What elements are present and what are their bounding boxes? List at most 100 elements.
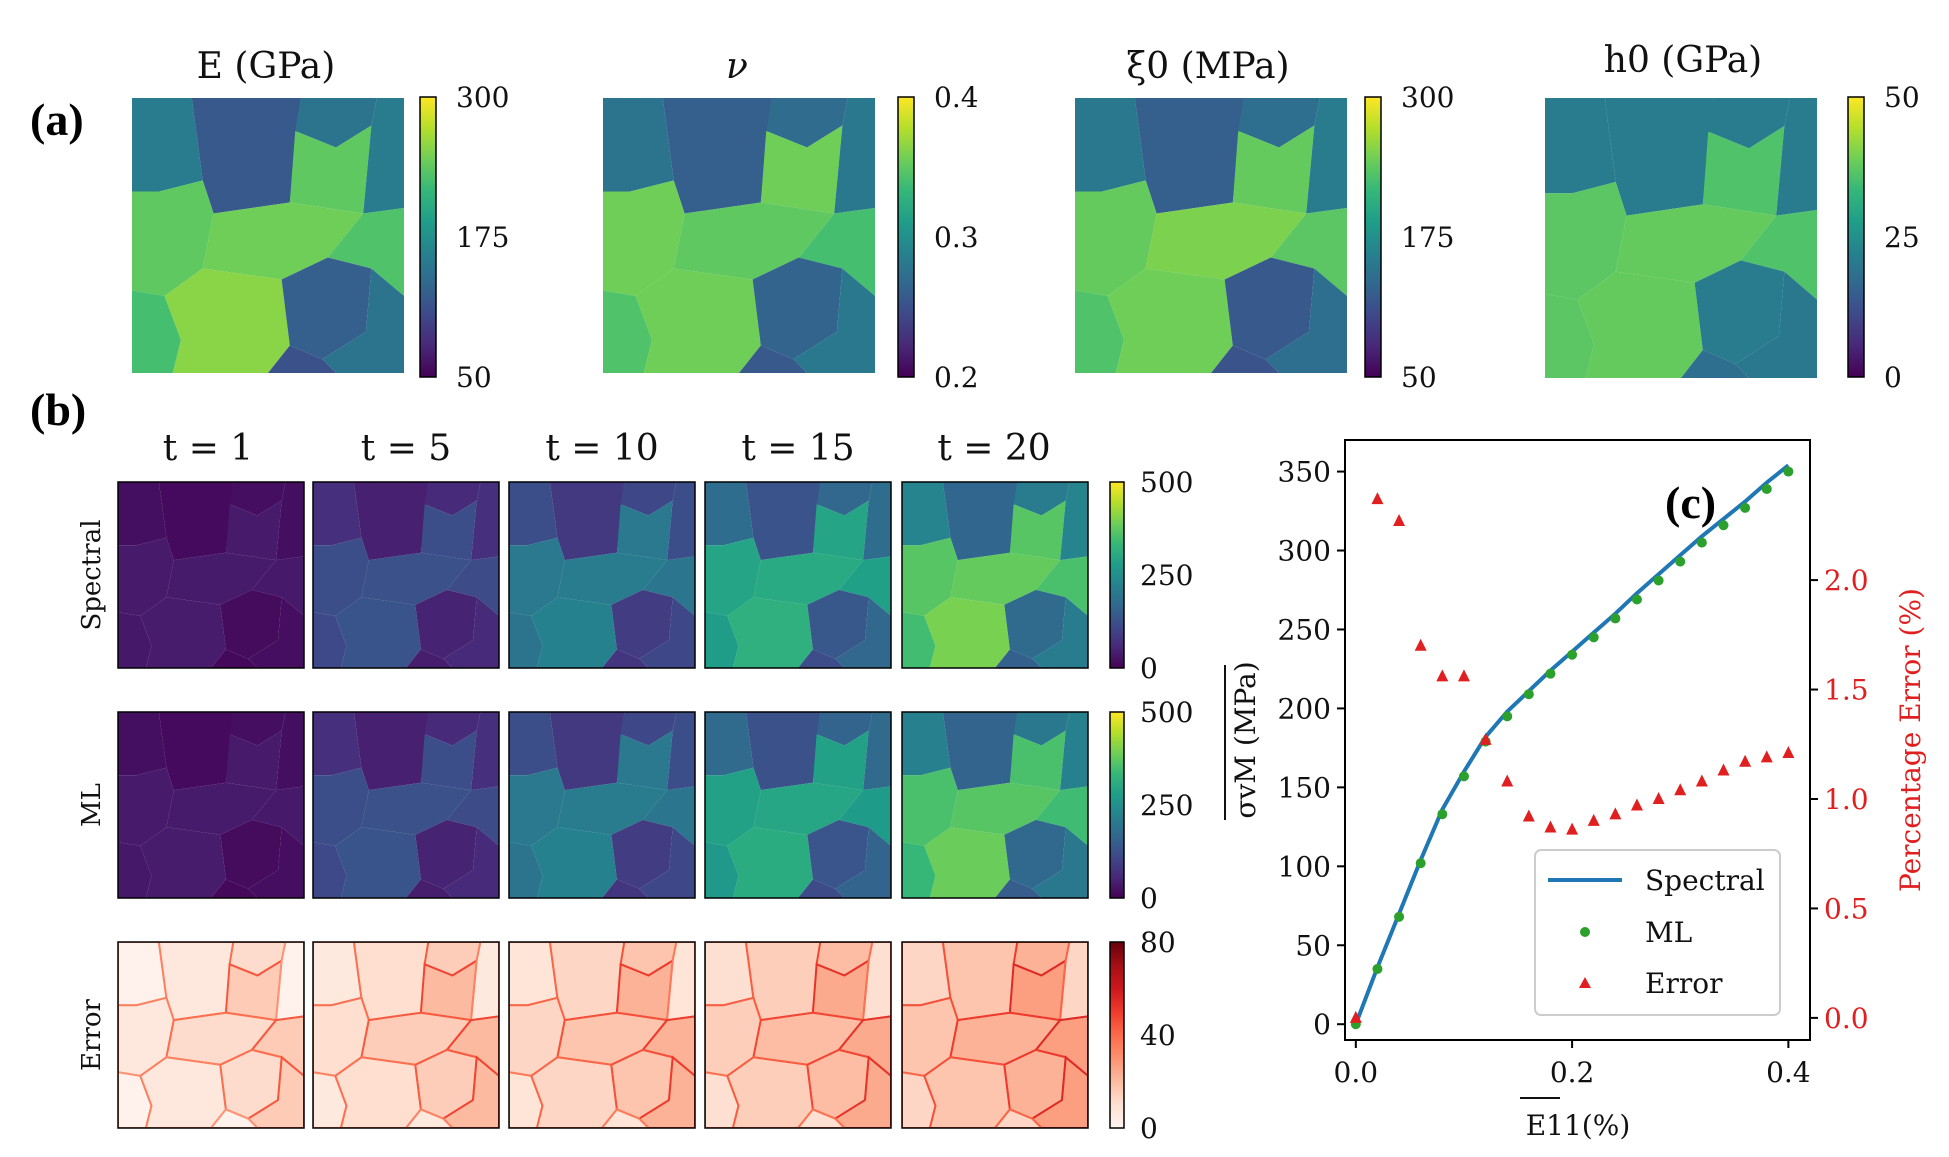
ml-point <box>1761 483 1772 494</box>
x-tick-label: 0.4 <box>1766 1056 1811 1089</box>
grain <box>798 879 845 898</box>
map-title-E: E (GPa) <box>197 46 336 87</box>
grain <box>424 482 481 516</box>
map-title-h0: h0 (GPa) <box>1604 40 1762 81</box>
grain <box>1075 98 1146 192</box>
grain <box>812 500 869 561</box>
grain <box>902 482 951 546</box>
error-point <box>1393 513 1406 526</box>
map-frame <box>508 941 696 1129</box>
grain <box>766 98 848 148</box>
panel-c-label: (c) <box>1665 477 1716 528</box>
grain <box>549 482 625 561</box>
time-label-5: t = 5 <box>361 428 451 469</box>
grain <box>902 767 958 846</box>
error-point <box>1760 750 1773 763</box>
grain <box>942 482 1018 561</box>
y-tick-label: 0 <box>1313 1008 1331 1041</box>
grain <box>335 597 421 668</box>
material-map-E: E (GPa) 300 175 50 <box>132 46 509 394</box>
grain <box>639 827 695 898</box>
grain <box>225 500 282 561</box>
grain <box>667 482 695 561</box>
y-tick-label: 200 <box>1278 692 1331 725</box>
grain <box>603 98 674 192</box>
grain <box>229 482 286 516</box>
grain <box>924 597 1010 668</box>
grain <box>1708 98 1790 149</box>
grain <box>662 98 772 214</box>
error-point <box>1501 774 1514 787</box>
grain <box>530 1056 618 1128</box>
grain <box>1004 819 1066 889</box>
grain <box>816 482 873 516</box>
map-frame <box>117 941 305 1129</box>
grain-map-xi0 <box>1075 98 1347 373</box>
grain <box>902 537 958 616</box>
grain <box>191 98 301 214</box>
grain <box>1615 204 1777 283</box>
colorbar-E-tick-min: 50 <box>456 361 492 394</box>
grain <box>1306 98 1347 214</box>
time-label-15: t = 15 <box>741 428 854 469</box>
grain <box>838 556 891 616</box>
colorbar-spectral <box>1109 481 1125 669</box>
map-title-nu: ν <box>726 46 748 87</box>
colorbar-ml-tick-max: 500 <box>1140 696 1193 729</box>
grain <box>132 180 214 296</box>
grain <box>1545 182 1627 300</box>
time-label-10: t = 10 <box>545 428 658 469</box>
error-point <box>1782 746 1795 759</box>
x-tick-label: 0.2 <box>1550 1056 1595 1089</box>
map-title-xi0: ξ0 (MPa) <box>1126 46 1289 87</box>
grain <box>334 1056 422 1128</box>
colorbar-spectral-tick-max: 500 <box>1140 466 1193 499</box>
grain <box>611 589 673 659</box>
map-frame <box>312 711 500 899</box>
grain <box>268 345 336 373</box>
grain <box>924 827 1010 898</box>
grain <box>620 712 677 746</box>
grain <box>902 612 936 668</box>
grain <box>289 125 372 214</box>
grain <box>1075 180 1157 296</box>
time-label-20: t = 20 <box>937 428 1050 469</box>
colorbar-nu <box>897 96 915 378</box>
grain <box>446 786 499 846</box>
grain <box>1004 589 1066 659</box>
grain <box>705 482 754 546</box>
grain <box>1060 482 1088 561</box>
ml-point <box>1523 689 1534 700</box>
grain <box>705 767 761 846</box>
grain <box>415 589 477 659</box>
colorbar-h0 <box>1847 96 1865 378</box>
grain <box>863 482 891 561</box>
error-point <box>1609 807 1622 820</box>
grain <box>531 827 617 898</box>
map-frame <box>901 481 1089 669</box>
error-point <box>1371 492 1384 505</box>
grain <box>602 649 649 668</box>
grain <box>443 597 499 668</box>
grain <box>229 712 286 746</box>
legend-ml-label: ML <box>1645 916 1692 949</box>
x-tick-label: 0.0 <box>1334 1056 1379 1089</box>
grain <box>1107 268 1233 373</box>
grain <box>220 819 282 889</box>
map-frame <box>704 941 892 1129</box>
grain <box>902 712 951 776</box>
grain <box>1270 208 1347 296</box>
grain <box>753 552 864 605</box>
grain <box>251 556 304 616</box>
material-map-xi0: ξ0 (MPa) 300 175 50 <box>1075 46 1454 394</box>
grain <box>1030 1055 1088 1128</box>
grain <box>1060 712 1088 791</box>
map-frame <box>312 941 500 1129</box>
grain <box>420 500 477 561</box>
colorbar-xi0-tick-max: 300 <box>1401 81 1454 114</box>
grain <box>602 879 649 898</box>
grain <box>509 942 559 1007</box>
colorbar-ml-tick-min: 0 <box>1140 882 1158 915</box>
colorbar-E <box>419 96 437 378</box>
grain <box>705 537 761 616</box>
